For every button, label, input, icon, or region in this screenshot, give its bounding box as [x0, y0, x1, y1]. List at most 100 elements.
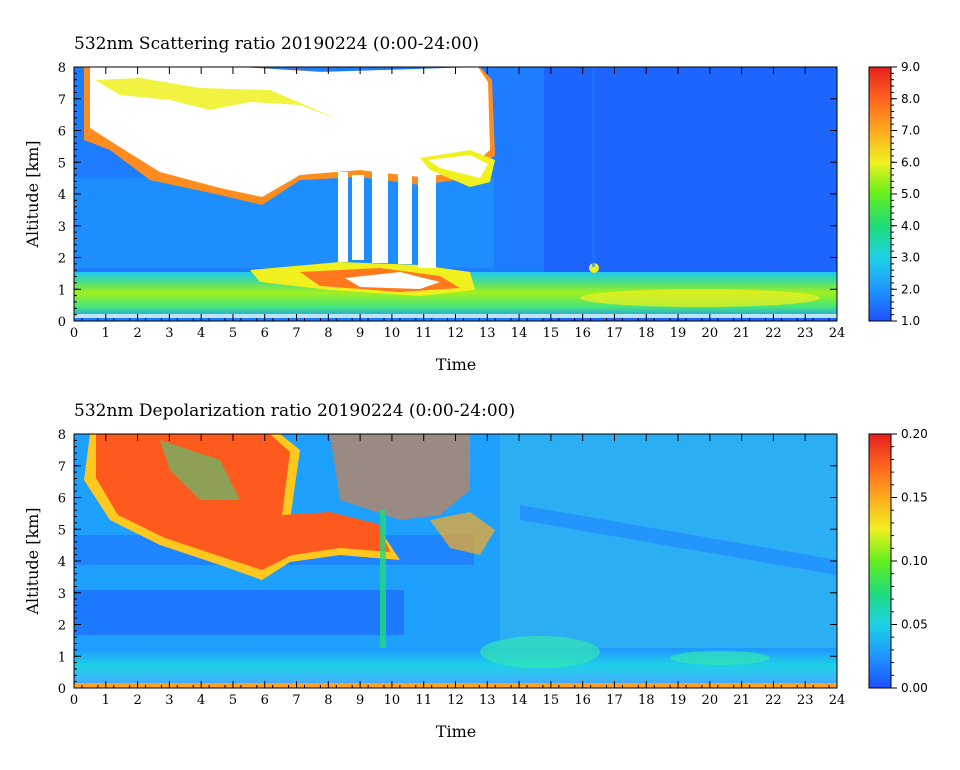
y-axis-ticks: 0 1 2 3 4 5 6 7 8	[58, 61, 837, 330]
x-tick-label: 1	[102, 326, 110, 341]
x-tick-label: 11	[415, 693, 432, 708]
chart-title: 532nm Scattering ratio 20190224 (0:00-24…	[74, 34, 479, 54]
y-axis-label: Altitude [km]	[23, 507, 42, 615]
y-tick-label: 7	[58, 93, 66, 108]
x-tick-label: 8	[324, 326, 332, 341]
x-tick-label: 10	[384, 693, 401, 708]
colorbar-ticks: 0.00 0.05 0.10 0.15 0.20	[891, 427, 928, 695]
y-tick-label: 5	[58, 523, 66, 538]
x-tick-label: 22	[765, 693, 782, 708]
colorbar-tick-label: 7.0	[901, 124, 920, 138]
y-tick-label: 3	[58, 220, 66, 235]
x-tick-label: 7	[292, 693, 300, 708]
x-tick-label: 9	[356, 326, 364, 341]
x-tick-label: 24	[829, 693, 846, 708]
x-tick-label: 7	[292, 326, 300, 341]
speckled-upper-cloud	[330, 434, 470, 520]
x-tick-label: 21	[733, 693, 750, 708]
colorbar-tick-label: 0.00	[901, 681, 928, 695]
y-axis-ticks: 0 1 2 3 4 5 6 7 8	[58, 428, 837, 697]
scattering-ratio-panel: 532nm Scattering ratio 20190224 (0:00-24…	[23, 34, 920, 374]
colorbar-tick-label: 6.0	[901, 155, 920, 169]
x-tick-label: 10	[384, 326, 401, 341]
y-tick-label: 6	[58, 492, 66, 507]
x-tick-label: 19	[670, 693, 687, 708]
x-tick-label: 17	[606, 326, 623, 341]
x-tick-label: 15	[543, 326, 560, 341]
y-tick-label: 4	[58, 188, 66, 203]
x-tick-label: 24	[829, 326, 846, 341]
y-tick-label: 2	[58, 252, 66, 267]
x-tick-label: 14	[511, 326, 528, 341]
x-tick-label: 6	[261, 693, 269, 708]
y-tick-label: 1	[58, 650, 66, 665]
aerosol-patch	[480, 636, 600, 668]
colorbar	[868, 433, 892, 689]
x-tick-label: 22	[765, 326, 782, 341]
x-tick-label: 20	[702, 693, 719, 708]
aerosol-patch-2	[670, 651, 770, 665]
x-tick-label: 14	[511, 693, 528, 708]
fall-streak-3	[372, 168, 388, 263]
x-tick-label: 21	[733, 326, 750, 341]
x-axis-ticks: 0 1 2 3 4 5 6 7 8 9 10 11 12 13 14 15 16 17 18 19 20 21 22 23 24	[70, 67, 845, 341]
aerosol-patch	[580, 289, 820, 307]
x-tick-label: 5	[229, 326, 237, 341]
y-tick-label: 7	[58, 460, 66, 475]
vertical-artifact	[592, 67, 595, 267]
x-tick-label: 13	[479, 326, 496, 341]
x-axis-label: Time	[436, 355, 476, 374]
isolated-spot	[589, 263, 599, 273]
y-tick-label: 8	[58, 428, 66, 443]
colorbar-tick-label: 1.0	[901, 314, 920, 328]
y-tick-label: 2	[58, 619, 66, 634]
x-tick-label: 5	[229, 693, 237, 708]
fall-streak-1	[338, 172, 348, 262]
x-tick-label: 2	[133, 693, 141, 708]
colorbar-tick-label: 2.0	[901, 282, 920, 296]
x-tick-label: 12	[447, 326, 464, 341]
y-tick-label: 0	[58, 315, 66, 330]
y-tick-label: 0	[58, 682, 66, 697]
colorbar-tick-label: 0.20	[901, 427, 928, 441]
y-tick-label: 3	[58, 587, 66, 602]
x-tick-label: 12	[447, 693, 464, 708]
chart-title: 532nm Depolarization ratio 20190224 (0:0…	[74, 401, 515, 421]
colorbar-tick-label: 0.10	[901, 554, 928, 568]
x-tick-label: 8	[324, 693, 332, 708]
colorbar-tick-label: 9.0	[901, 60, 920, 74]
x-tick-label: 18	[638, 693, 655, 708]
x-tick-label: 15	[543, 693, 560, 708]
x-tick-label: 3	[165, 693, 173, 708]
colorbar-tick-label: 4.0	[901, 219, 920, 233]
ice-cloud-gap	[160, 440, 240, 500]
x-tick-label: 0	[70, 326, 78, 341]
x-axis-label: Time	[436, 722, 476, 741]
y-tick-label: 8	[58, 61, 66, 76]
colorbar-tick-label: 5.0	[901, 187, 920, 201]
y-tick-label: 6	[58, 125, 66, 140]
x-tick-label: 4	[197, 693, 205, 708]
x-tick-label: 11	[415, 326, 432, 341]
x-tick-label: 2	[133, 326, 141, 341]
x-tick-label: 16	[574, 326, 591, 341]
x-tick-label: 19	[670, 326, 687, 341]
colorbar-ticks: 1.0 2.0 3.0 4.0 5.0 6.0 7.0 8.0 9.0	[891, 60, 920, 328]
heatmap-plot-area	[74, 434, 837, 688]
heatmap-plot-area	[74, 67, 837, 321]
y-tick-label: 5	[58, 156, 66, 171]
x-tick-label: 0	[70, 693, 78, 708]
colorbar-tick-label: 8.0	[901, 92, 920, 106]
x-tick-label: 17	[606, 693, 623, 708]
fall-streak-5	[418, 170, 436, 268]
elevated-layer-saturated	[345, 272, 440, 289]
fall-streak-4	[398, 172, 412, 264]
fall-streak	[380, 510, 386, 648]
x-axis-ticks: 0 1 2 3 4 5 6 7 8 9 10 11 12 13 14 15 16 17 18 19 20 21 22 23 24	[70, 434, 845, 708]
sloped-band	[520, 505, 837, 575]
colorbar-tick-label: 3.0	[901, 251, 920, 265]
x-tick-label: 9	[356, 693, 364, 708]
x-tick-label: 6	[261, 326, 269, 341]
colorbar-tick-label: 0.15	[901, 491, 928, 505]
